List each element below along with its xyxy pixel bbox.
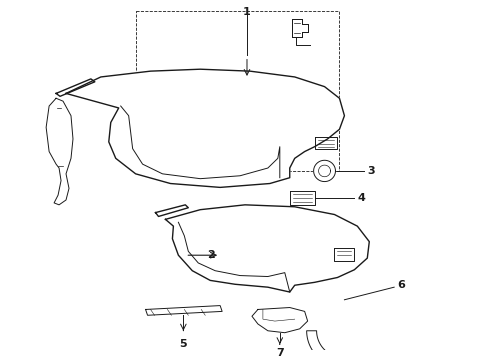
Polygon shape	[314, 160, 336, 181]
Polygon shape	[146, 306, 222, 315]
Polygon shape	[166, 205, 369, 292]
Bar	[136, 11, 340, 171]
Text: 7: 7	[276, 348, 284, 358]
Text: 6: 6	[397, 280, 405, 290]
Text: 2: 2	[207, 250, 215, 260]
Text: 4: 4	[357, 193, 365, 203]
Text: 5: 5	[179, 339, 187, 350]
Polygon shape	[307, 331, 340, 360]
Polygon shape	[292, 19, 308, 37]
Polygon shape	[290, 191, 315, 205]
Text: 3: 3	[368, 166, 375, 176]
Polygon shape	[335, 248, 354, 261]
Polygon shape	[46, 98, 73, 205]
Polygon shape	[66, 69, 344, 188]
Polygon shape	[252, 307, 308, 333]
Polygon shape	[315, 137, 338, 149]
Polygon shape	[56, 79, 95, 96]
Text: 1: 1	[243, 7, 251, 17]
Polygon shape	[155, 205, 188, 216]
